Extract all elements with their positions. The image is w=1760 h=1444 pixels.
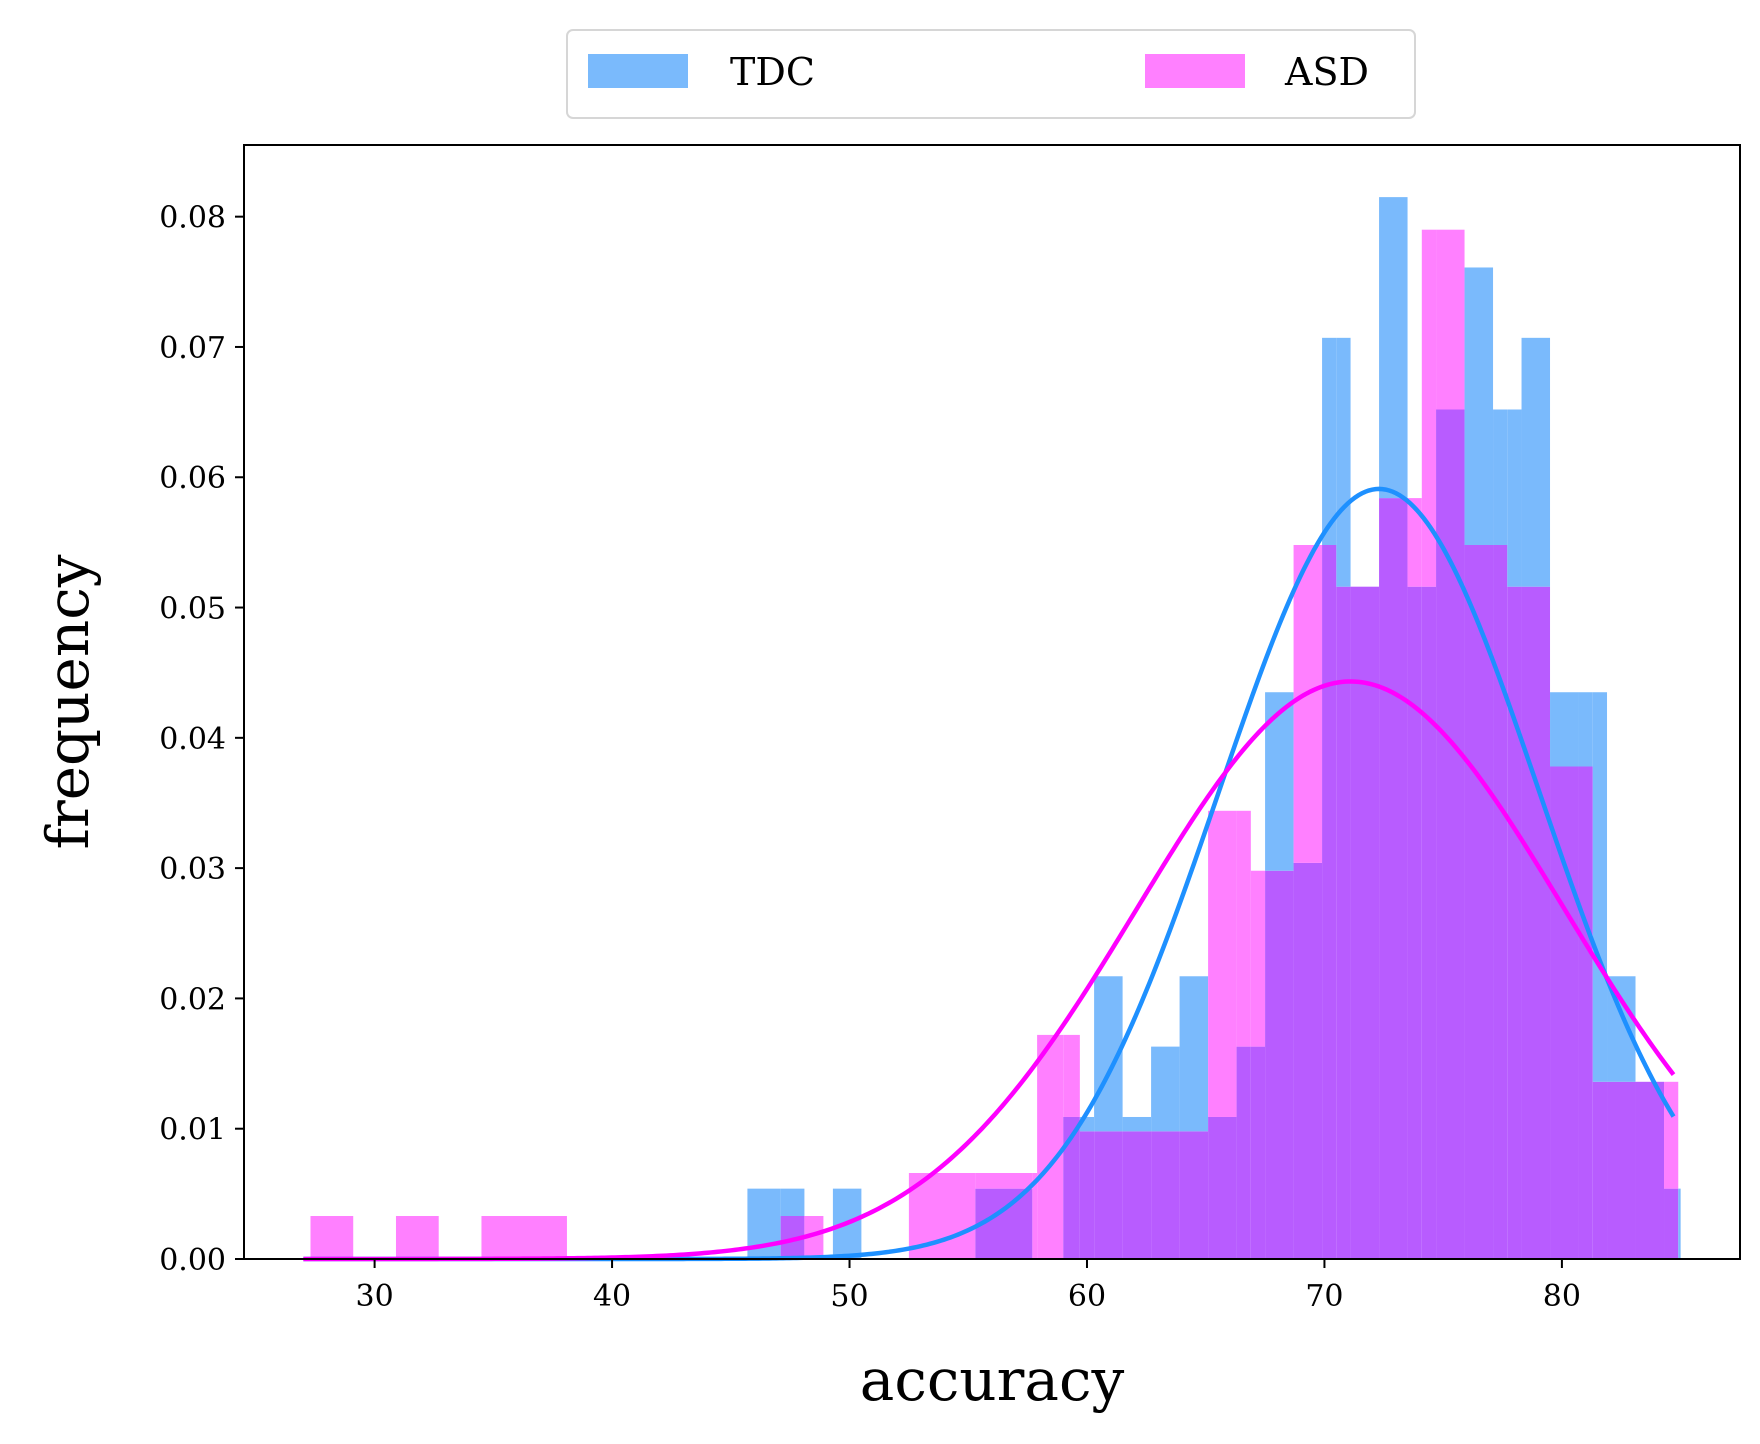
histogram-bar-overlap — [1421, 586, 1437, 1259]
histogram-bar-overlap — [1208, 1116, 1237, 1259]
histogram-bar-overlap — [1550, 766, 1579, 1259]
legend-label-asd: ASD — [1284, 50, 1369, 94]
axes — [243, 144, 1741, 1260]
histogram-bar-overlap — [1493, 544, 1508, 1259]
histogram-bar-overlap — [1379, 498, 1408, 1259]
y-tick-label: 0.05 — [159, 592, 226, 627]
y-tick-label: 0.07 — [159, 331, 226, 366]
histogram-bar-overlap — [1122, 1131, 1152, 1259]
histogram-bar-asd — [310, 1216, 354, 1259]
histogram-bar-asd — [1664, 1081, 1679, 1189]
histogram-bar-overlap — [1592, 1081, 1608, 1259]
histogram-bar-overlap — [1079, 1131, 1095, 1259]
histogram-bar-asd — [1436, 229, 1465, 410]
histogram-bar-overlap — [1664, 1188, 1679, 1259]
legend-swatch-tdc — [588, 54, 688, 88]
y-tick-label: 0.06 — [159, 461, 226, 496]
histogram-bar-overlap — [1350, 586, 1380, 1259]
x-tick-label: 50 — [830, 1279, 868, 1314]
histogram-bar-tdc — [780, 1188, 805, 1217]
legend: TDC ASD — [566, 29, 1416, 119]
histogram-bar-overlap — [1063, 1116, 1080, 1259]
histogram-bar-asd — [1250, 870, 1266, 1047]
histogram-bar-tdc — [1179, 976, 1209, 1132]
histogram-bar-overlap — [1521, 586, 1551, 1259]
histogram-bar-overlap — [1094, 1131, 1123, 1259]
y-tick-label: 0.01 — [159, 1113, 226, 1148]
histogram-bar-overlap — [1578, 766, 1593, 1259]
legend-frame — [566, 29, 1416, 119]
legend-label-tdc: TDC — [730, 50, 815, 94]
histogram-bar-overlap — [780, 1216, 805, 1259]
histogram-bars — [310, 197, 1681, 1260]
x-tick-label: 30 — [356, 1279, 394, 1314]
y-axis-title: frequency — [34, 554, 102, 849]
histogram-bar-overlap — [1407, 586, 1422, 1259]
x-tick-label: 80 — [1543, 1279, 1581, 1314]
histogram-bar-asd — [395, 1216, 439, 1259]
histogram-bar-asd — [804, 1216, 824, 1259]
histogram-bar-overlap — [1250, 1046, 1266, 1259]
histogram-bar-asd — [975, 1173, 1033, 1189]
x-tick-label: 40 — [593, 1279, 631, 1314]
histogram-bar-asd — [1236, 810, 1251, 1047]
histogram-bar-tdc — [1507, 409, 1522, 587]
histogram-bar-tdc — [1122, 1116, 1152, 1132]
histogram-bar-asd — [1421, 229, 1437, 587]
histogram-bar-overlap — [1151, 1131, 1180, 1259]
y-ticks: 0.00 0.01 0.02 0.03 0.04 0.05 0.06 0.07 0.08 — [159, 201, 244, 1278]
histogram-bar-tdc — [1379, 197, 1408, 499]
histogram-bar-asd — [1032, 1173, 1038, 1259]
histogram-bar-overlap — [1464, 544, 1494, 1259]
histogram-bar-overlap — [1179, 1131, 1209, 1259]
histogram-bar-tdc — [1578, 692, 1593, 767]
histogram-bar-overlap — [1507, 586, 1522, 1259]
histogram-bar-tdc — [1464, 267, 1494, 545]
x-ticks: 30 40 50 60 70 80 — [356, 1259, 1581, 1314]
histogram-bar-asd — [481, 1216, 567, 1259]
histogram-bar-asd — [1037, 1034, 1064, 1259]
y-tick-label: 0.04 — [159, 722, 226, 757]
histogram-bar-overlap — [1265, 870, 1294, 1259]
y-tick-label: 0.08 — [159, 201, 226, 236]
y-tick-label: 0.02 — [159, 982, 226, 1017]
histogram-bar-overlap — [1635, 1081, 1665, 1259]
histogram-bar-asd — [1407, 498, 1422, 587]
histogram-bar-tdc — [1592, 692, 1608, 1082]
histogram-bar-asd — [1208, 810, 1237, 1117]
legend-swatch-asd — [1145, 54, 1245, 88]
histogram-bar-overlap — [1336, 586, 1351, 1259]
x-axis-title: accuracy — [860, 1346, 1125, 1414]
histogram-bar-tdc — [1678, 1188, 1681, 1259]
histogram-bar-overlap — [1322, 544, 1337, 1259]
histogram-bar-tdc — [1151, 1046, 1180, 1132]
histogram-bar-overlap — [1236, 1046, 1251, 1259]
histogram-bar-asd — [1293, 544, 1323, 863]
histogram-bar-overlap — [1607, 1081, 1636, 1259]
histogram-bar-asd — [1063, 1034, 1080, 1117]
histogram-bar-tdc — [1493, 409, 1508, 545]
histogram-bar-overlap — [1436, 409, 1465, 1260]
x-tick-label: 70 — [1305, 1279, 1343, 1314]
histogram-bar-tdc — [1521, 337, 1551, 587]
y-tick-label: 0.00 — [159, 1243, 226, 1278]
histogram-bar-tdc — [1550, 692, 1579, 767]
histogram-bar-tdc — [1336, 337, 1351, 587]
x-tick-label: 60 — [1068, 1279, 1106, 1314]
histogram-bar-overlap — [1293, 862, 1323, 1259]
plot-frame — [243, 144, 1741, 1260]
histogram-bar-tdc — [1322, 337, 1337, 545]
y-tick-label: 0.03 — [159, 852, 226, 887]
